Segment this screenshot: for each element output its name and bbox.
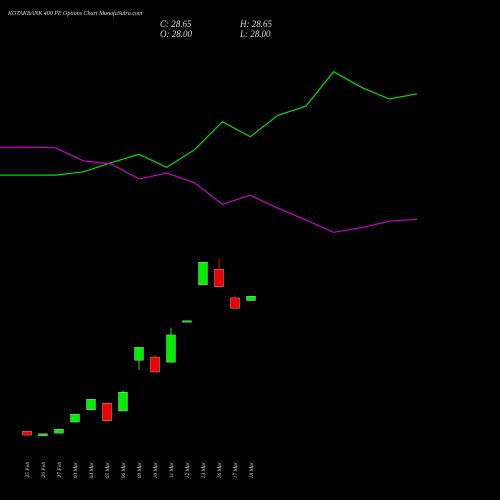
close-label: C: 28.65: [160, 19, 192, 29]
chart-title: KOTAKBANK 400 PE Options Chart MunafaSut…: [7, 10, 143, 17]
indicator-line: [0, 146, 418, 233]
candle-body: [86, 399, 96, 410]
candle-body: [118, 391, 128, 412]
candle-body: [134, 347, 144, 361]
x-tick-label: 04 Mar: [88, 461, 95, 478]
candle-body: [150, 356, 160, 373]
x-tick-label: 17 Mar: [233, 461, 239, 478]
x-tick-label: 05 Mar: [105, 461, 111, 478]
high-label: H: 28.65: [239, 19, 272, 29]
candle-body: [54, 429, 64, 434]
x-tick-label: 13 Mar: [201, 461, 207, 478]
x-tick-label: 18 Mar: [249, 461, 255, 478]
candle-body: [38, 433, 48, 436]
x-tick-label: 09 Mar: [137, 461, 143, 478]
candle-body: [246, 296, 256, 301]
candle-body: [70, 414, 80, 423]
candle-body: [214, 269, 224, 287]
candle-body: [102, 403, 112, 421]
x-tick-label: 27 Feb: [57, 462, 63, 478]
indicator-line: [0, 70, 418, 176]
x-tick-label: 06 Mar: [121, 461, 127, 478]
x-tick-label: 26 Feb: [41, 462, 47, 478]
candle-body: [22, 430, 32, 436]
candle-body: [230, 297, 240, 309]
candle-body: [198, 261, 208, 286]
candle-body: [182, 320, 192, 323]
x-tick-label: 03 Mar: [73, 461, 79, 478]
x-tick-label: 11 Mar: [169, 461, 175, 478]
x-tick-label: 16 Mar: [217, 461, 223, 478]
low-label: L: 28.00: [239, 29, 271, 39]
open-label: O: 28.00: [160, 29, 192, 39]
candle-body: [166, 334, 176, 363]
x-tick-label: 25 Feb: [25, 462, 31, 478]
x-tick-label: 12 Mar: [185, 461, 191, 478]
x-tick-label: 10 Mar: [153, 461, 159, 478]
